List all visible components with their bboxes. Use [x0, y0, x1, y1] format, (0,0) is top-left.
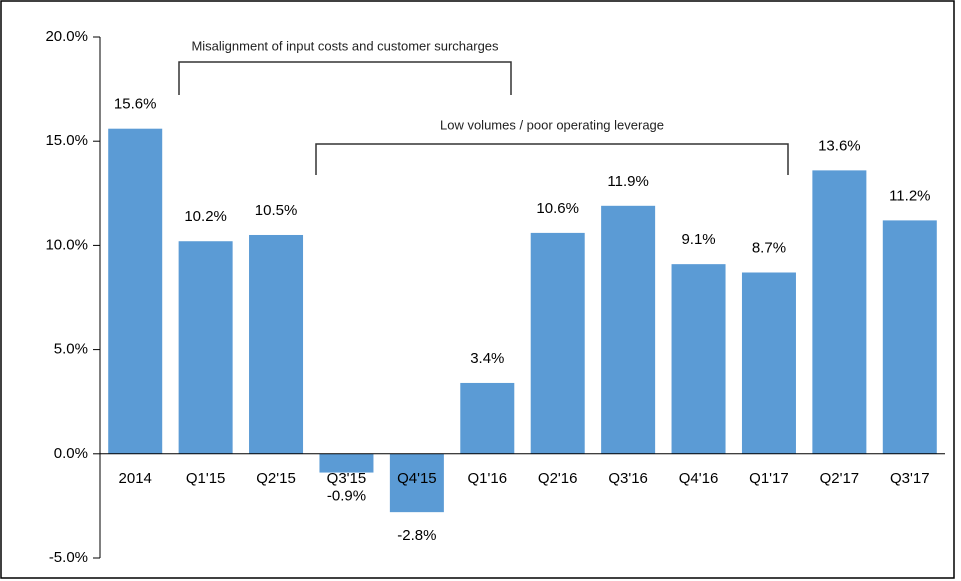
data-label: 10.2% — [184, 208, 227, 225]
x-tick-label: Q1'17 — [749, 470, 789, 487]
x-tick-label: Q3'15 — [327, 470, 367, 487]
bar — [530, 232, 585, 454]
bar — [108, 128, 163, 454]
bar — [741, 272, 796, 454]
data-label: 8.7% — [752, 239, 786, 256]
bar — [812, 170, 867, 454]
y-tick-label: 15.0% — [45, 132, 88, 149]
data-label: 3.4% — [470, 350, 504, 367]
bar — [389, 453, 444, 513]
data-label: 9.1% — [681, 231, 715, 248]
bar — [460, 382, 515, 454]
data-label: 15.6% — [114, 96, 157, 113]
bar — [601, 205, 656, 454]
data-label: 13.6% — [818, 137, 861, 154]
y-tick-label: -5.0% — [49, 549, 88, 566]
bracket — [178, 61, 512, 95]
x-tick-label: Q4'15 — [397, 470, 437, 487]
x-tick-label: Q4'16 — [679, 470, 719, 487]
data-label: 11.2% — [889, 187, 930, 204]
x-tick-label: Q1'15 — [186, 470, 226, 487]
x-tick-label: Q2'17 — [820, 470, 860, 487]
bar — [319, 453, 374, 473]
bracket — [315, 143, 789, 175]
data-label: 11.9% — [607, 173, 648, 190]
x-tick-label: Q3'17 — [890, 470, 930, 487]
x-tick-label: Q1'16 — [468, 470, 508, 487]
x-tick-label: Q2'16 — [538, 470, 578, 487]
y-tick-label: 0.0% — [54, 445, 88, 462]
x-tick-label: Q2'15 — [256, 470, 296, 487]
y-tick-label: 10.0% — [45, 236, 88, 253]
data-label: 10.5% — [255, 202, 298, 219]
data-label: 10.6% — [536, 200, 579, 217]
x-tick-label: 2014 — [119, 470, 152, 487]
bar — [178, 241, 233, 454]
x-tick-label: Q3'16 — [608, 470, 648, 487]
bar — [882, 220, 937, 454]
annotation: Misalignment of input costs and customer… — [191, 38, 499, 53]
data-label: -2.8% — [397, 527, 436, 544]
data-label: -0.9% — [327, 488, 366, 505]
y-tick-label: 5.0% — [54, 341, 88, 358]
bar — [671, 264, 726, 454]
annotation: Low volumes / poor operating leverage — [440, 117, 664, 132]
y-tick-label: 20.0% — [45, 28, 88, 45]
bar — [249, 234, 304, 454]
